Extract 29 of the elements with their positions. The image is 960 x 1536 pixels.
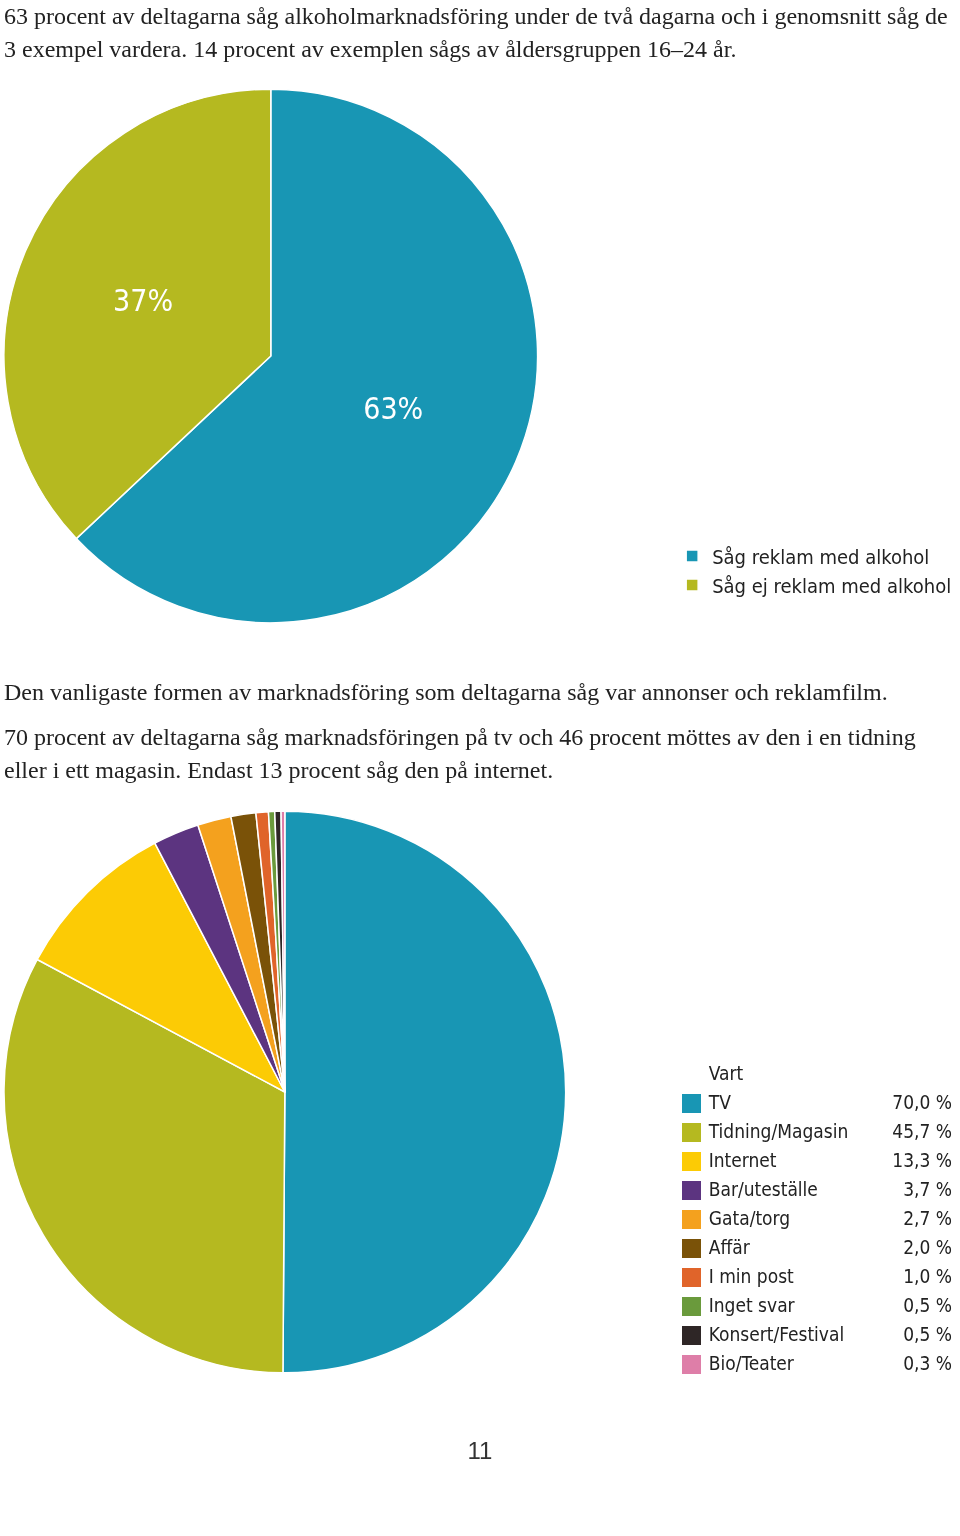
text: 11 [466,1437,494,1465]
legend-label: Konsert/Festival [707,1321,846,1347]
legend-label: Bar/uteställe [707,1176,819,1202]
data-label: 2,0 % [902,1234,953,1260]
legend-label: Såg ej reklam med alkohol [712,573,952,598]
data-label: 70,0 % [891,1089,953,1115]
data-label: 63% [363,391,424,427]
chart-subtitle: 70 procent av deltagarna såg marknadsföringen på tv och 46 procent möttes av den i en tidning eller i ett magasin. Endast 13 procent såg den på internet. [4,723,917,785]
data-label: 0,5 % [902,1321,953,1347]
data-label: 45,7 % [891,1118,953,1144]
legend-label: Inget svar [707,1292,796,1318]
legend-title: Vart [707,1060,745,1086]
legend-label: Affär [707,1234,751,1260]
data-label: 3,7 % [902,1176,953,1202]
legend-label: Tidning/Magasin [707,1118,850,1144]
legend-label: Såg reklam med alkohol [712,544,930,569]
legend-label: TV [707,1089,732,1115]
data-label: 0,3 % [902,1350,953,1376]
chart-title: 63 procent av deltagarna såg alkoholmarknadsföring under de två dagarna och i genomsnitt såg de 3 exempel vardera. 14 procent av exemplen sågs av åldersgruppen 16–24 år. [4,2,949,64]
legend-label: Gata/torg [707,1205,792,1231]
data-label: 13,3 % [891,1147,953,1173]
data-label: 37% [113,283,174,319]
data-label: 1,0 % [902,1263,953,1289]
legend-label: I min post [707,1263,795,1289]
data-label: 0,5 % [902,1292,953,1318]
legend-label: Bio/Teater [707,1350,795,1376]
data-label: 2,7 % [902,1205,953,1231]
legend-label: Internet [707,1147,778,1173]
chart-title: Den vanligaste formen av marknadsföring som deltagarna såg var annonser och reklamfilm. [4,678,889,707]
